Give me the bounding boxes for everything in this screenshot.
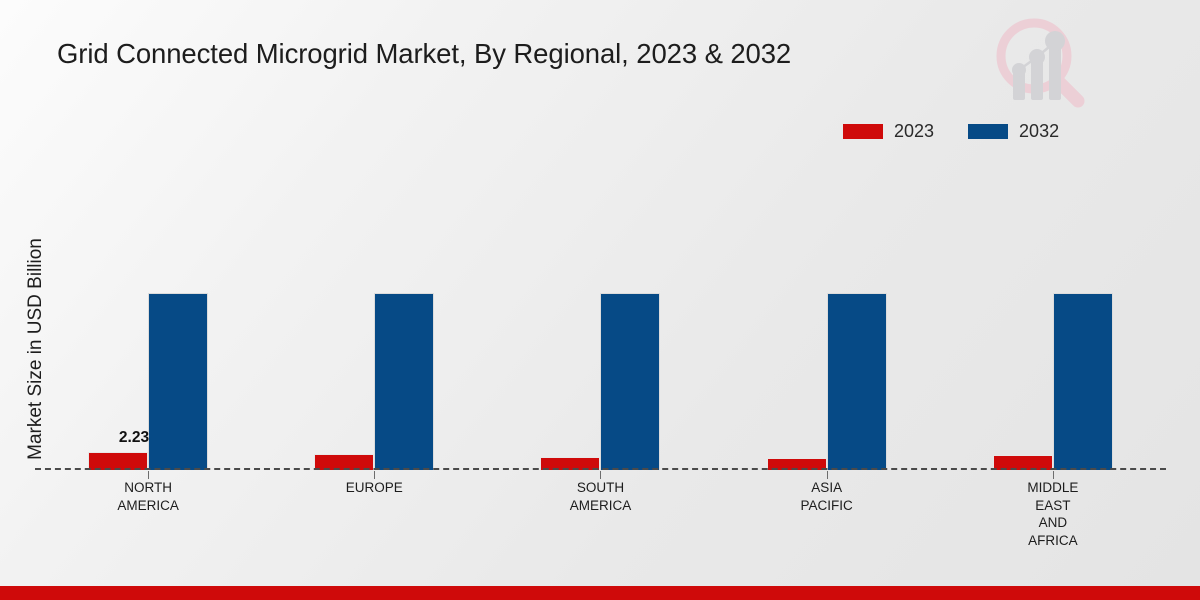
chart-title: Grid Connected Microgrid Market, By Regi…	[57, 38, 792, 69]
legend-item-2032[interactable]: 2032	[968, 122, 1059, 140]
bar-2032-asia-pacific[interactable]	[826, 293, 887, 470]
x-axis-tick	[600, 471, 602, 479]
bar-group-middle-east-and-africa: MIDDLE EAST AND AFRICA	[940, 170, 1166, 548]
bar-2023-asia-pacific[interactable]	[766, 458, 827, 470]
bar-2023-south-america[interactable]	[540, 457, 601, 470]
watermark-logo-icon	[996, 18, 1085, 108]
x-axis-label-south-america: SOUTH AMERICA	[569, 480, 632, 513]
x-axis-tick	[1052, 471, 1054, 479]
chart-legend: 2023 2032	[843, 122, 1059, 140]
plot-area: 2.23 NORTH AMERICA EUROPE	[35, 170, 1166, 548]
bar-2032-south-america[interactable]	[600, 293, 661, 470]
legend-item-2023[interactable]: 2023	[843, 122, 934, 140]
x-axis-tick	[826, 471, 828, 479]
x-axis-baseline	[35, 468, 1166, 470]
bar-2032-middle-east-and-africa[interactable]	[1052, 293, 1113, 470]
bar-group-europe: EUROPE	[261, 170, 487, 495]
bar-group-north-america: 2.23 NORTH AMERICA	[35, 170, 261, 513]
x-axis-tick	[374, 471, 376, 479]
legend-swatch-2032	[968, 123, 1009, 139]
bar-2032-north-america[interactable]	[148, 293, 209, 470]
bar-group-asia-pacific: ASIA PACIFIC	[714, 170, 940, 513]
x-axis-tick	[148, 471, 150, 479]
legend-label-2032: 2032	[1019, 121, 1060, 141]
bar-2023-middle-east-and-africa[interactable]	[992, 455, 1053, 470]
legend-swatch-2023	[843, 123, 883, 139]
x-axis-label-asia-pacific: ASIA PACIFIC	[800, 480, 853, 513]
bar-2032-europe[interactable]	[374, 293, 435, 470]
x-axis-label-middle-east-and-africa: MIDDLE EAST AND AFRICA	[1027, 480, 1079, 548]
x-axis-label-north-america: NORTH AMERICA	[117, 480, 179, 513]
bar-value-label-north-america: 2.23	[118, 429, 150, 446]
legend-label-2023: 2023	[894, 121, 935, 141]
footer-accent-bar	[0, 586, 1200, 600]
bar-2023-north-america[interactable]	[88, 452, 149, 470]
x-axis-label-europe: EUROPE	[345, 480, 403, 495]
bar-group-south-america: SOUTH AMERICA	[487, 170, 713, 513]
bar-2023-europe[interactable]	[314, 454, 375, 470]
